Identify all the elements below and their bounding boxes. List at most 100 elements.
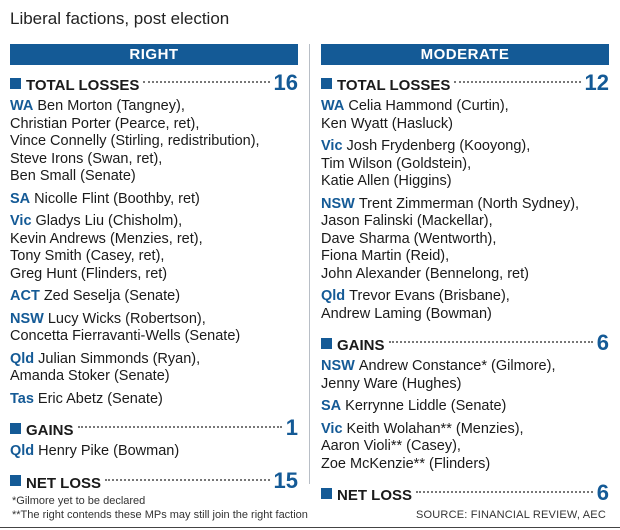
- state-label: Qld: [321, 288, 346, 304]
- state-group: Qld Henry Pike (Bowman): [10, 443, 298, 461]
- footnote: *Gilmore yet to be declared: [12, 495, 146, 507]
- mp-name: John Alexander (Bennelong, ret): [321, 265, 529, 282]
- mp-name: Kerrynne Liddle (Senate): [345, 398, 507, 414]
- column-header-right: RIGHT: [10, 44, 298, 65]
- mp-name: Gladys Liu (Chisholm),: [35, 213, 183, 229]
- mp-entry: Vic Keith Wolahan** (Menzies),: [321, 421, 609, 439]
- mp-entry: WA Ben Morton (Tangney),: [10, 98, 298, 116]
- losses-list: WA Celia Hammond (Curtin), Ken Wyatt (Hasl…: [321, 98, 609, 323]
- net-loss-row: NET LOSS 6: [321, 478, 609, 508]
- bottom-rule: [0, 527, 620, 528]
- dot-leader: [105, 478, 270, 481]
- mp-entry: Qld Trevor Evans (Brisbane),: [321, 288, 609, 306]
- mp-name: Amanda Stoker (Senate): [10, 368, 170, 384]
- net-loss-value: 6: [596, 480, 609, 505]
- gains-label: GAINS: [337, 337, 385, 354]
- state-label: WA: [321, 98, 345, 114]
- mp-name: Julian Simmonds (Ryan),: [38, 350, 201, 367]
- mp-entry: NSW Andrew Constance* (Gilmore),: [321, 358, 609, 376]
- state-label: Vic: [321, 138, 343, 154]
- mp-name: Zed Seselja (Senate): [43, 288, 181, 304]
- mp-entry: Greg Hunt (Flinders, ret): [10, 266, 298, 284]
- total-losses-row: TOTAL LOSSES 12: [321, 68, 609, 98]
- mp-entry: SA Kerrynne Liddle (Senate): [321, 398, 609, 416]
- state-group: NSW Trent Zimmerman (North Sydney), Jason …: [321, 196, 609, 284]
- state-label: NSW: [321, 358, 355, 374]
- state-group: NSW Andrew Constance* (Gilmore), Jenny War…: [321, 358, 609, 393]
- state-label: Tas: [10, 390, 34, 407]
- mp-name: Trent Zimmerman (North Sydney),: [358, 195, 580, 212]
- gains-list: Qld Henry Pike (Bowman): [10, 443, 298, 461]
- gains-value: 6: [596, 330, 609, 355]
- footnotes: *Gilmore yet to be declared **The right …: [12, 494, 308, 522]
- state-group: SA Nicolle Flint (Boothby, ret): [10, 191, 298, 209]
- state-group: Tas Eric Abetz (Senate): [10, 391, 298, 409]
- state-label: SA: [321, 398, 342, 414]
- mp-entry: Jason Falinski (Mackellar),: [321, 213, 609, 231]
- dot-leader: [454, 81, 581, 83]
- square-bullet-icon: [321, 77, 332, 89]
- column-header-moderate: MODERATE: [321, 44, 609, 65]
- state-group: Vic Keith Wolahan** (Menzies), Aaron Violi…: [321, 421, 609, 474]
- mp-entry: John Alexander (Bennelong, ret): [321, 266, 609, 284]
- net-loss-value: 15: [273, 467, 298, 493]
- mp-entry: Qld Henry Pike (Bowman): [10, 443, 298, 461]
- mp-name: Henry Pike (Bowman): [38, 443, 180, 459]
- state-label: NSW: [321, 195, 355, 212]
- state-label: Vic: [10, 213, 32, 229]
- mp-entry: Tony Smith (Casey, ret),: [10, 248, 298, 266]
- footnote: **The right contends these MPs may still…: [12, 509, 308, 521]
- gains-row: GAINS 6: [321, 328, 609, 358]
- gains-label: GAINS: [26, 422, 74, 439]
- state-group: NSW Lucy Wicks (Robertson), Concetta Fierr…: [10, 311, 298, 346]
- mp-entry: Steve Irons (Swan, ret),: [10, 151, 298, 169]
- mp-entry: ACT Zed Seselja (Senate): [10, 288, 298, 306]
- mp-entry: Christian Porter (Pearce, ret),: [10, 116, 298, 134]
- mp-entry: Zoe McKenzie** (Flinders): [321, 456, 609, 474]
- mp-name: Ken Wyatt (Hasluck): [321, 115, 454, 132]
- mp-entry: Kevin Andrews (Menzies, ret),: [10, 231, 298, 249]
- chart-title: Liberal factions, post election: [10, 9, 230, 28]
- mp-name: Dave Sharma (Wentworth),: [321, 230, 497, 247]
- mp-name: Vince Connelly (Stirling, redistribution…: [10, 133, 260, 149]
- square-bullet-icon: [10, 475, 21, 486]
- state-group: Vic Gladys Liu (Chisholm), Kevin Andrews (…: [10, 213, 298, 283]
- square-bullet-icon: [321, 487, 332, 499]
- mp-name: Fiona Martin (Reid),: [321, 248, 450, 264]
- column-divider: [309, 44, 310, 484]
- mp-entry: Fiona Martin (Reid),: [321, 248, 609, 266]
- total-losses-value: 12: [584, 70, 609, 95]
- mp-name: Keith Wolahan** (Menzies),: [346, 420, 524, 437]
- state-label: NSW: [10, 310, 44, 327]
- mp-name: Tim Wilson (Goldstein),: [321, 155, 472, 172]
- state-label: WA: [10, 98, 34, 114]
- dot-leader: [77, 426, 282, 428]
- total-losses-row: TOTAL LOSSES 16: [10, 68, 298, 98]
- state-group: SA Kerrynne Liddle (Senate): [321, 398, 609, 416]
- mp-entry: SA Nicolle Flint (Boothby, ret): [10, 191, 298, 209]
- mp-entry: Katie Allen (Higgins): [321, 173, 609, 191]
- net-loss-label: NET LOSS: [337, 487, 413, 504]
- mp-entry: Qld Julian Simmonds (Ryan),: [10, 351, 298, 369]
- mp-name: Nicolle Flint (Boothby, ret): [34, 190, 200, 207]
- state-label: ACT: [10, 288, 40, 304]
- mp-entry: Amanda Stoker (Senate): [10, 368, 298, 386]
- state-label: SA: [10, 190, 31, 207]
- mp-name: Jenny Ware (Hughes): [321, 375, 462, 392]
- state-group: Qld Julian Simmonds (Ryan), Amanda Stoker …: [10, 351, 298, 386]
- mp-name: Celia Hammond (Curtin),: [348, 98, 509, 114]
- mp-name: Concetta Fierravanti-Wells (Senate): [10, 328, 241, 344]
- mp-name: Andrew Laming (Bowman): [321, 305, 492, 322]
- mp-entry: Andrew Laming (Bowman): [321, 306, 609, 324]
- total-losses-label: TOTAL LOSSES: [337, 77, 451, 94]
- mp-name: Josh Frydenberg (Kooyong),: [346, 138, 531, 154]
- state-label: Vic: [321, 420, 343, 437]
- dot-leader: [143, 81, 270, 83]
- gains-row: GAINS 1: [10, 413, 298, 443]
- mp-entry: NSW Lucy Wicks (Robertson),: [10, 311, 298, 329]
- mp-name: Tony Smith (Casey, ret),: [10, 248, 165, 264]
- mp-name: Kevin Andrews (Menzies, ret),: [10, 230, 203, 247]
- mp-entry: Tas Eric Abetz (Senate): [10, 391, 298, 409]
- state-group: Qld Trevor Evans (Brisbane), Andrew Laming…: [321, 288, 609, 323]
- mp-entry: WA Celia Hammond (Curtin),: [321, 98, 609, 116]
